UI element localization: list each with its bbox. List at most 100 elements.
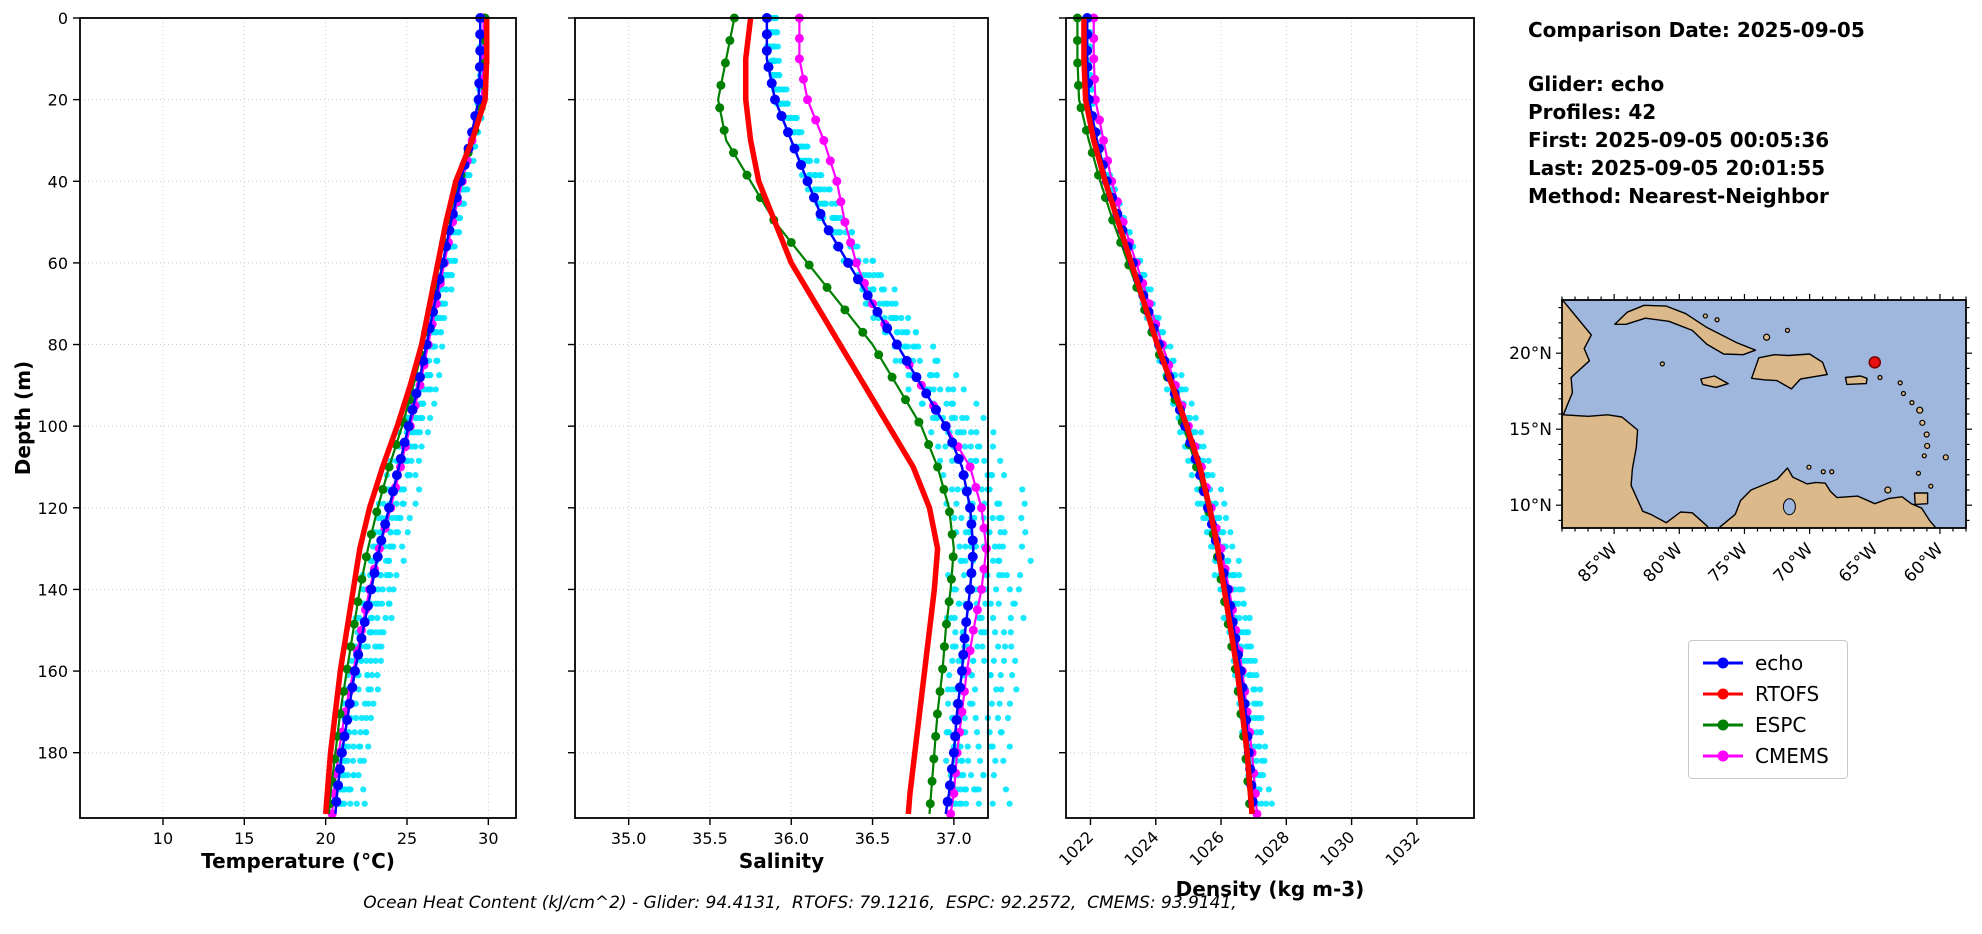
- lake: [1782, 498, 1796, 516]
- glider-scatter-dot: [404, 529, 411, 536]
- landmass: [1844, 375, 1868, 386]
- glider-scatter-dot: [393, 572, 400, 579]
- glider-scatter-dot: [996, 700, 1003, 707]
- glider-scatter-dot: [943, 400, 950, 407]
- glider-scatter-dot: [385, 572, 392, 579]
- glider-scatter-dot: [1009, 672, 1016, 679]
- island: [1916, 406, 1924, 414]
- glider-scatter-dot: [951, 414, 959, 422]
- glider-scatter-dot: [1020, 614, 1027, 622]
- glider-scatter-dot: [945, 386, 952, 393]
- glider-scatter-dot: [997, 457, 1004, 464]
- glider-scatter-dot: [828, 200, 835, 207]
- x-tick-label: 36.0: [773, 829, 809, 848]
- glider-scatter-dot: [1000, 629, 1008, 636]
- glider-scatter-dot: [973, 429, 980, 436]
- glider-scatter-dot: [464, 186, 471, 193]
- glider-scatter-dot: [972, 714, 979, 722]
- glider-scatter-dot: [1022, 529, 1029, 536]
- info-panel: Comparison Date: 2025-09-05 Glider: echo…: [1528, 16, 1865, 210]
- y-tick-label: 180: [37, 744, 68, 763]
- island: [1763, 333, 1771, 341]
- glider-scatter-dot: [424, 429, 432, 436]
- glider-scatter-dot: [1186, 414, 1194, 422]
- glider-scatter-dot: [791, 114, 799, 122]
- series-line-ESPC: [716, 17, 955, 815]
- x-tick-label: 1030: [1316, 827, 1358, 869]
- glider-scatter-dot: [1211, 572, 1218, 579]
- glider-scatter-dot: [1018, 514, 1025, 522]
- glider-scatter-dot: [948, 486, 955, 493]
- glider-scatter-dot: [1242, 614, 1249, 622]
- legend-swatch: [1703, 719, 1743, 731]
- y-tick-label: 60: [48, 254, 68, 273]
- glider-scatter-dot: [944, 700, 952, 707]
- island: [1897, 380, 1903, 386]
- glider-scatter-dot: [915, 343, 922, 350]
- legend-label: CMEMS: [1755, 744, 1829, 768]
- glider-scatter-dot: [933, 414, 940, 422]
- glider-scatter-dot: [374, 614, 381, 622]
- glider-scatter-dot: [974, 643, 981, 650]
- glider-scatter-dot: [1016, 572, 1024, 579]
- glider-scatter-dot: [1006, 700, 1014, 707]
- glider-scatter-dot: [862, 257, 869, 264]
- glider-scatter-dot: [958, 757, 965, 764]
- island: [1659, 361, 1665, 367]
- island: [1714, 317, 1720, 323]
- series-markers-CMEMS: [1089, 13, 1262, 819]
- glider-scatter-dot: [396, 514, 403, 522]
- glider-scatter-dot: [1227, 529, 1234, 536]
- glider-scatter-dot: [1265, 786, 1272, 793]
- glider-scatter-dot: [363, 657, 370, 664]
- glider-scatter-dot: [997, 672, 1004, 679]
- info-last-text: Last: 2025-09-05 20:01:55: [1528, 156, 1826, 180]
- legend-entry-RTOFS: RTOFS: [1701, 682, 1829, 706]
- x-tick-label: 1028: [1251, 827, 1293, 869]
- glider-scatter-dot: [355, 772, 362, 779]
- glider-scatter-dot: [994, 500, 1002, 507]
- glider-scatter-dot: [1258, 800, 1265, 807]
- x-tick-label: 1022: [1055, 827, 1097, 869]
- glider-scatter-dot: [1202, 514, 1209, 522]
- glider-scatter-dot: [956, 600, 963, 607]
- landmass: [1562, 300, 1937, 528]
- glider-scatter-dot: [1147, 286, 1154, 293]
- glider-scatter-dot: [905, 386, 912, 393]
- glider-scatter-dot: [360, 786, 367, 793]
- island: [1909, 400, 1915, 406]
- glider-scatter-dot: [1182, 386, 1189, 393]
- glider-scatter-dot: [442, 300, 449, 307]
- x-tick-label: 20: [315, 829, 335, 848]
- glider-scatter-dot: [961, 714, 968, 722]
- glider-scatter-dot: [821, 200, 828, 207]
- glider-scatter-dot: [380, 629, 387, 636]
- glider-scatter-dot: [1235, 557, 1242, 564]
- glider-scatter-dot: [949, 400, 956, 407]
- glider-scatter-dot: [874, 272, 882, 279]
- glider-scatter-dot: [406, 472, 413, 479]
- glider-scatter-dot: [1257, 729, 1264, 736]
- glider-scatter-dot: [975, 786, 982, 793]
- glider-scatter-dot: [940, 472, 947, 479]
- glider-scatter-dot: [950, 386, 957, 393]
- glider-scatter-dot: [1239, 586, 1246, 593]
- glider-scatter-dot: [904, 329, 911, 336]
- glider-scatter-dot: [1209, 472, 1216, 479]
- landmass: [1913, 492, 1929, 506]
- glider-scatter-dot: [967, 772, 975, 779]
- glider-scatter-dot: [1249, 672, 1256, 679]
- glider-scatter-dot: [1247, 643, 1255, 650]
- series-line-CMEMS: [1092, 18, 1259, 815]
- glider-scatter-dot: [389, 514, 396, 522]
- glider-scatter-dot: [892, 300, 899, 307]
- glider-scatter-dot: [372, 600, 379, 607]
- glider-scatter-dot: [995, 643, 1002, 650]
- glider-scatter-dot: [344, 772, 351, 779]
- glider-scatter-dot: [1198, 500, 1205, 507]
- glider-scatter-dot: [987, 472, 994, 479]
- glider-scatter-dot: [1167, 343, 1174, 350]
- glider-scatter-dot: [1256, 743, 1263, 750]
